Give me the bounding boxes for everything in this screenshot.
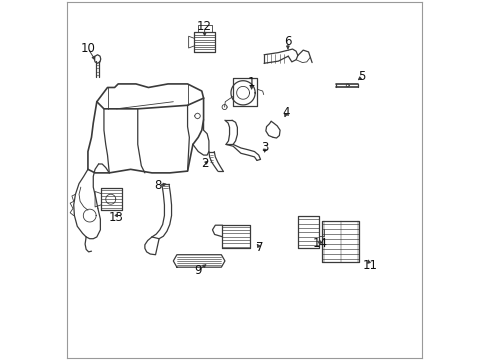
Text: 12: 12: [197, 21, 212, 33]
Text: 6: 6: [284, 35, 291, 49]
Text: 5: 5: [358, 70, 365, 83]
Text: 13: 13: [108, 211, 123, 224]
Text: 4: 4: [282, 106, 290, 119]
Text: 3: 3: [261, 141, 268, 154]
Text: 14: 14: [312, 237, 327, 250]
Text: 1: 1: [247, 76, 255, 89]
Text: 10: 10: [81, 42, 95, 55]
Text: 11: 11: [362, 259, 376, 272]
Text: 9: 9: [193, 264, 201, 277]
Text: 8: 8: [154, 179, 162, 192]
Text: 2: 2: [201, 157, 208, 171]
Text: 7: 7: [255, 241, 263, 254]
